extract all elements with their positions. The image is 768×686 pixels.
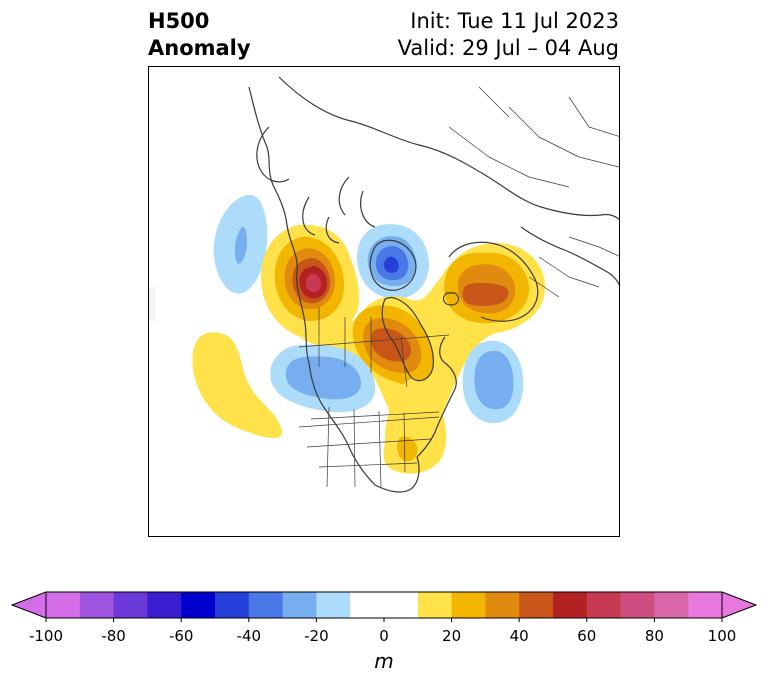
colorbar-cell xyxy=(79,592,115,618)
anomaly-eastern-us-high xyxy=(383,378,447,474)
colorbar-unit-label: m xyxy=(374,649,394,673)
anomaly-north-atlantic-low xyxy=(462,340,524,424)
anomaly-scandinavia-high xyxy=(444,253,529,324)
europe-borders xyxy=(528,236,619,298)
colorbar-cell xyxy=(519,592,554,618)
colorbar-tick-label: -40 xyxy=(236,627,262,645)
colorbar-cell xyxy=(147,592,182,618)
colorbar-tick-label: 40 xyxy=(509,627,529,645)
map-linework xyxy=(248,76,619,493)
coastline-north-america-east xyxy=(374,336,457,493)
colorbar-cells xyxy=(46,592,723,618)
map-dates: Init: Tue 11 Jul 2023 Valid: 29 Jul – 04… xyxy=(398,8,619,62)
colorbar-cell xyxy=(553,592,588,618)
colorbar-tick-label: 60 xyxy=(577,627,597,645)
colorbar-cell xyxy=(586,592,622,618)
title-field-type: Anomaly xyxy=(148,36,251,60)
init-date: Init: Tue 11 Jul 2023 xyxy=(410,9,619,33)
title-variable: H500 xyxy=(148,9,210,33)
anomaly-greenland-high xyxy=(352,305,434,386)
anomaly-subtropical-pacific-high xyxy=(192,332,283,438)
colorbar-ticks xyxy=(45,618,723,622)
colorbar-cell xyxy=(215,592,250,618)
coastline-hudson-bay xyxy=(369,239,417,291)
colorbar-tick-label: 0 xyxy=(379,627,389,645)
anomaly-shading xyxy=(149,194,545,474)
coastline-asia xyxy=(278,76,619,220)
colorbar-cell xyxy=(282,592,317,618)
coastline-arctic-islands xyxy=(302,176,376,244)
coastline-scandinavia xyxy=(448,241,539,322)
colorbar-tick-label: 80 xyxy=(644,627,664,645)
colorbar-cell xyxy=(46,592,81,618)
colorbar-tick-label: 100 xyxy=(707,627,737,645)
colorbar-cell xyxy=(620,592,655,618)
coastline-north-america-west xyxy=(248,86,376,486)
colorbar-tick-label: -20 xyxy=(304,627,329,645)
colorbar-cell xyxy=(688,592,723,618)
colorbar-cell xyxy=(181,592,216,618)
anomaly-northeast-pacific-low xyxy=(270,344,376,413)
colorbar-cell xyxy=(113,592,148,618)
valid-period: Valid: 29 Jul – 04 Aug xyxy=(397,36,619,60)
canada-borders xyxy=(298,307,450,388)
colorbar-cell xyxy=(417,592,453,618)
colorbar-tick-label: 20 xyxy=(442,627,462,645)
colorbar-cell xyxy=(350,592,419,618)
coastline-europe xyxy=(520,226,619,286)
map-panel xyxy=(148,66,620,537)
colorbar-cell xyxy=(654,592,689,618)
anomaly-map xyxy=(149,76,619,493)
colorbar-cell xyxy=(485,592,520,618)
colorbar-tick-label: -100 xyxy=(28,627,64,645)
asia-borders xyxy=(448,86,619,188)
coastline-alaska xyxy=(256,126,290,183)
colorbar-extend-low xyxy=(10,591,47,619)
colorbar-cell xyxy=(248,592,284,618)
colorbar-extend-high xyxy=(721,591,758,619)
colorbar-cell xyxy=(316,592,351,618)
colorbar-tick-label: -60 xyxy=(168,627,194,645)
colorbar-tick-label: -80 xyxy=(101,627,126,645)
coastline-greenland xyxy=(381,296,434,382)
us-state-borders xyxy=(298,406,440,488)
map-title: H500 Anomaly xyxy=(148,8,251,62)
colorbar-cell xyxy=(451,592,486,618)
anomaly-western-canada-high xyxy=(261,224,359,339)
anomaly-hudson-bay-low xyxy=(357,224,429,299)
anomaly-pacific-nw-low xyxy=(213,194,268,294)
coastline-iceland xyxy=(442,292,460,306)
colorbar xyxy=(10,591,758,622)
